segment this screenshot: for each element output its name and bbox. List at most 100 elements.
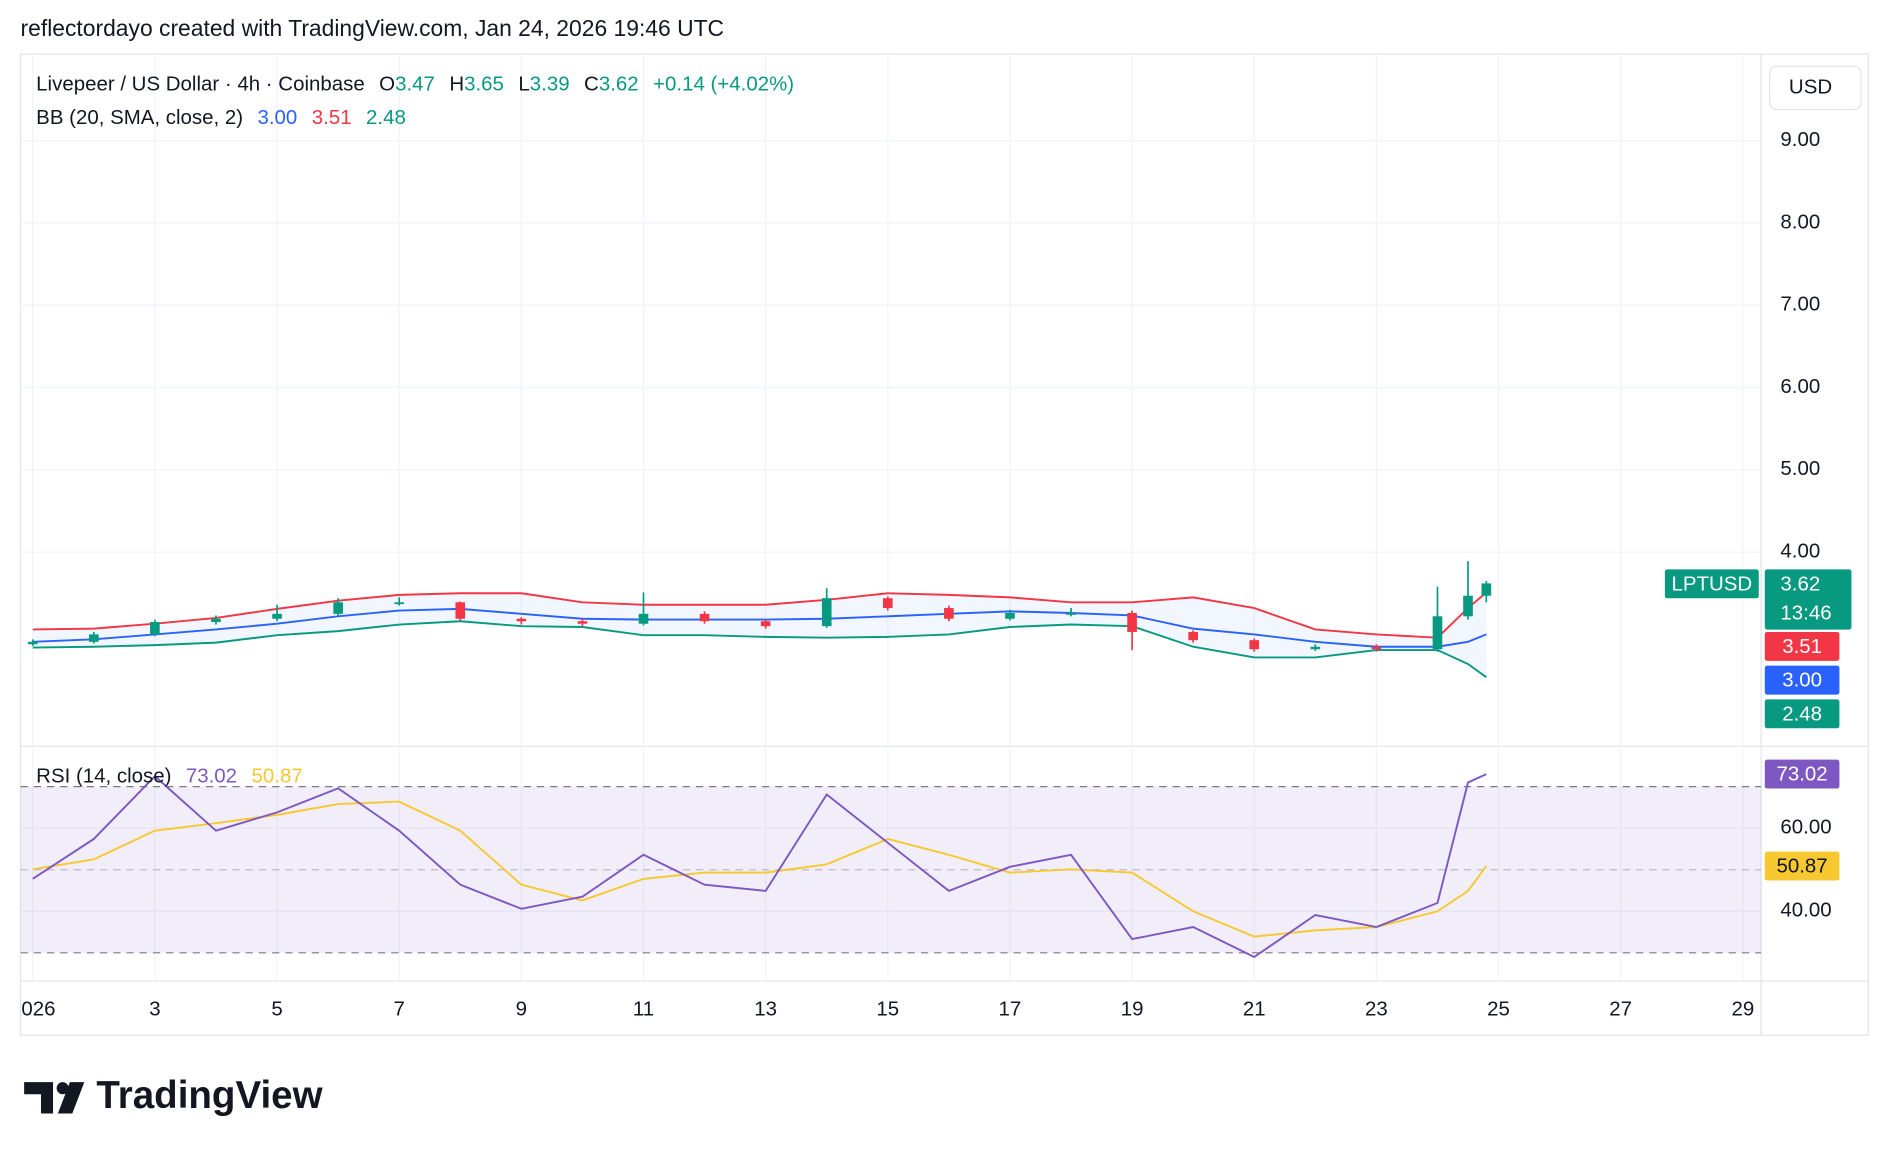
bb-fill [32, 592, 1487, 678]
y-tick-label: 6.00 [1780, 375, 1820, 398]
price-badge [1764, 759, 1840, 789]
candle-body [882, 598, 893, 609]
ohlc-key: H [449, 73, 464, 96]
candle-body [699, 613, 710, 622]
x-tick-label: 11 [633, 997, 654, 1020]
candle-body [89, 634, 99, 642]
price-badge [1764, 631, 1840, 661]
bb-lower-line [32, 620, 1487, 678]
ohlc-key: L [518, 73, 529, 96]
symbol-title: Livepeer / US Dollar · 4h · Coinbase [36, 73, 365, 96]
y-tick-label: 7.00 [1780, 293, 1820, 316]
price-badge-text: 3.62 [1780, 572, 1820, 595]
rsi-label: RSI (14, close) [36, 765, 171, 788]
ohlc-value: 3.62 [599, 73, 639, 96]
x-tick-label: 29 [1731, 997, 1754, 1020]
legend-rsi: RSI (14, close) 73.02 50.87 [36, 765, 303, 788]
candle-body [516, 618, 527, 622]
ohlc-key: O [379, 73, 395, 96]
currency-button[interactable] [1768, 65, 1862, 111]
y-tick-label: 4.00 [1780, 540, 1820, 563]
x-tick-label: 19 [1121, 997, 1144, 1020]
candle-body [272, 613, 282, 619]
symbol-badge [1664, 569, 1759, 599]
ohlc-value: 3.39 [530, 73, 570, 96]
bb-upper-value: 3.51 [312, 107, 352, 130]
candle-body [1249, 640, 1260, 650]
candle-body [27, 641, 38, 645]
rsi-ma-line [32, 800, 1488, 938]
y-tick-label: 5.00 [1780, 457, 1820, 480]
x-tick-label: 13 [754, 997, 777, 1020]
attribution: reflectordayo created with TradingView.c… [21, 15, 725, 41]
x-tick-label: 2026 [10, 997, 56, 1020]
candle-body [333, 602, 343, 614]
x-tick-label: 3 [149, 997, 160, 1020]
candle-body [455, 602, 466, 619]
bb-lower-value: 2.48 [366, 107, 406, 130]
price-badge-text: 50.87 [1777, 855, 1828, 878]
price-badge-text: 3.51 [1782, 635, 1822, 658]
price-badge [1764, 569, 1852, 630]
logo-text: TradingView [96, 1074, 323, 1117]
ohlc-value: 3.47 [395, 73, 435, 96]
candle-body [1188, 631, 1198, 641]
candle-body [1127, 613, 1137, 632]
bb-upper-line [32, 591, 1487, 639]
price-badge [1764, 851, 1840, 881]
bb-basis-line [32, 607, 1487, 648]
price-badge-text: 73.02 [1777, 763, 1828, 786]
grid [20, 54, 1762, 982]
x-tick-label: 5 [271, 997, 282, 1020]
candle-body [1310, 646, 1321, 650]
x-axis: 2026 3 5 7 9 11 13 15 17 19 21 23 25 27 29 [10, 997, 1755, 1020]
x-tick-label: 23 [1365, 997, 1388, 1020]
candle-body [1066, 613, 1076, 615]
price-badge [1764, 699, 1840, 729]
price-badge-text: 2.48 [1782, 702, 1822, 725]
candle-body [1005, 613, 1015, 619]
candle-body [1481, 583, 1492, 596]
ohlc-value: 3.65 [464, 73, 504, 96]
frame [19, 53, 1869, 1036]
bb-label: BB (20, SMA, close, 2) [36, 107, 243, 130]
candle-body [1432, 616, 1443, 650]
ohlc-key: C [584, 73, 599, 96]
candle-body [1371, 646, 1382, 650]
rsi-line [32, 773, 1487, 959]
countdown: 13:46 [1780, 601, 1831, 624]
y-tick-label: 9.00 [1780, 128, 1820, 151]
rsi-tick-label: 60.00 [1780, 816, 1831, 839]
x-tick-label: 27 [1609, 997, 1632, 1020]
rsi-ma-value: 50.87 [252, 765, 303, 788]
legend-bb: BB (20, SMA, close, 2) 3.00 3.51 2.48 [36, 107, 406, 130]
candle-body [944, 608, 954, 619]
x-tick-label: 15 [876, 997, 899, 1020]
candle-body [150, 622, 160, 635]
plot-area [20, 561, 1762, 959]
candle-body [1463, 595, 1473, 617]
candle-body [211, 618, 221, 623]
candle-body [638, 613, 649, 624]
x-tick-label: 25 [1487, 997, 1510, 1020]
price-badge [1764, 665, 1840, 695]
y-tick-label: 8.00 [1780, 210, 1820, 233]
candle-body [577, 621, 588, 624]
legend-main: Livepeer / US Dollar · 4h · Coinbase O3.4… [36, 73, 794, 96]
currency: USD [1789, 75, 1832, 98]
bb-basis-value: 3.00 [258, 107, 298, 130]
x-tick-label: 21 [1243, 997, 1266, 1020]
candle-body [760, 621, 771, 627]
y-axis: 4.00 5.00 6.00 7.00 8.00 9.00 40.00 60.00 3.62 13… [1664, 128, 1852, 922]
candle-body [821, 598, 832, 627]
x-tick-label: 9 [516, 997, 527, 1020]
x-tick-label: 17 [999, 997, 1022, 1020]
rsi-value: 73.02 [186, 765, 237, 788]
symbol-badge-text: LPTUSD [1671, 572, 1752, 595]
logo-icon [24, 1082, 85, 1114]
change: +0.14 (+4.02%) [653, 73, 794, 96]
candle-body [394, 602, 405, 605]
price-badge-text: 3.00 [1782, 669, 1822, 692]
